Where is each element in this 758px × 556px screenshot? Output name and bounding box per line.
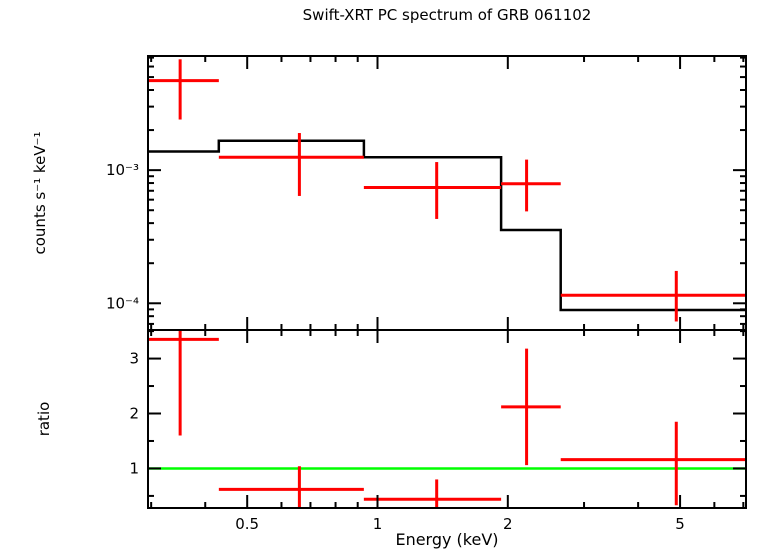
y-tick-label: 3 [129,350,139,368]
y-tick-label: 10⁻³ [106,161,139,179]
y-tick-label: 10⁻⁴ [106,294,139,312]
spectrum-panel [148,59,746,322]
y-tick-label: 2 [129,405,139,423]
plot-title: Swift-XRT PC spectrum of GRB 061102 [302,6,592,24]
ratio-frame [147,329,747,509]
x-tick-label: 0.5 [235,515,259,533]
x-tick-label: 2 [503,515,513,533]
x-axis-label: Energy (keV) [395,530,499,549]
x-tick-label: 1 [373,515,383,533]
x-tick-label: 5 [675,515,685,533]
ratio-panel [148,330,746,508]
spectrum-frame [147,55,747,331]
model-step-line [148,139,746,312]
y-tick-label: 1 [129,459,139,477]
